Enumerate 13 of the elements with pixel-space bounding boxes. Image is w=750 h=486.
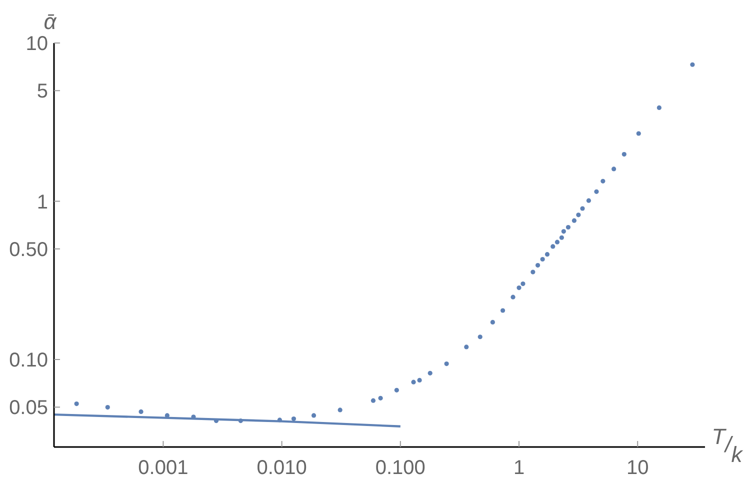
y-tick-label: 0.50 (9, 238, 48, 261)
y-tick-label: 0.10 (9, 350, 48, 372)
y-tick-label: 1 (36, 191, 48, 214)
y-tick-label: 10 (26, 33, 48, 55)
x-tick-label: 0.001 (138, 457, 188, 479)
y-tick-label: 0.05 (9, 397, 48, 420)
x-tick-label: 1 (513, 457, 525, 479)
x-tick-label: 0.010 (256, 457, 307, 479)
x-axis-title: T/k (712, 424, 744, 467)
y-tick-label: 5 (36, 80, 48, 103)
x-tick-label: 0.100 (375, 457, 426, 479)
x-tick-label: 10 (626, 457, 649, 479)
y-axis-title: ᾱ (44, 9, 58, 34)
